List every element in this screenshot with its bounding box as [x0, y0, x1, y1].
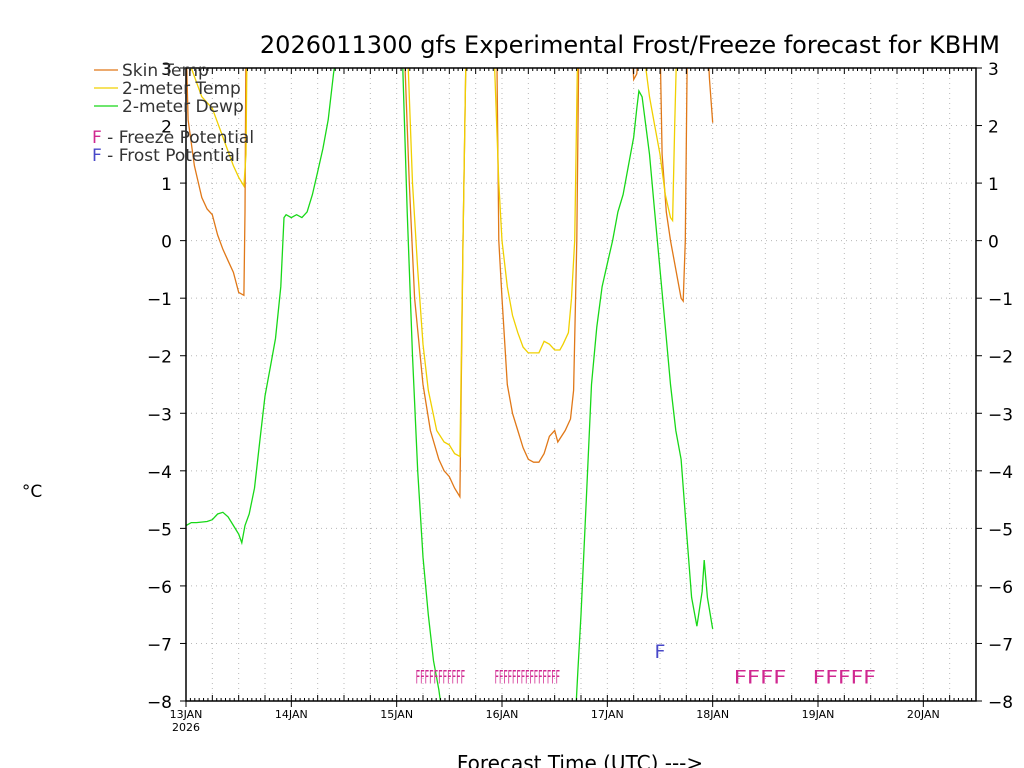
- x-axis-label: Forecast Time (UTC) --->: [457, 751, 703, 768]
- series-line-skin: [708, 68, 714, 123]
- x-tick-label: 20JAN: [907, 708, 940, 721]
- axes: 3 3 2 2 1 1 0 0 −1 −1 −2 −2 −3 −3 −4 −4 −5 −5 −6 −6 −7 −7 −8 −8…: [147, 60, 1013, 734]
- x-tick-label: 13JAN: [170, 708, 203, 721]
- series-line-skin: [496, 68, 580, 463]
- series-line-t2m: [190, 68, 248, 189]
- y-tick-label-right: −4: [988, 463, 1013, 483]
- y-tick-label-right: −2: [988, 348, 1013, 368]
- x-tick-label: 15JAN: [380, 708, 413, 721]
- y-tick-label-left: −5: [147, 520, 172, 540]
- y-tick-label-right: −1: [988, 290, 1013, 310]
- series-line-dewp: [186, 68, 336, 546]
- y-tick-label-left: −2: [147, 348, 172, 368]
- series-line-t2m: [493, 68, 579, 354]
- series-line-skin: [186, 68, 247, 297]
- legend-label-t2m: 2-meter Temp: [122, 79, 241, 99]
- freeze-potential-marker: FFFFFFFFFFFFFFF: [495, 667, 560, 689]
- y-tick-label-right: −3: [988, 405, 1013, 425]
- y-tick-label-left: 2: [161, 118, 172, 138]
- y-tick-label-left: −4: [147, 463, 172, 483]
- y-tick-label-right: −5: [988, 520, 1013, 540]
- y-tick-label-left: −6: [147, 578, 172, 598]
- series-line-t2m: [645, 68, 677, 223]
- legend-freeze-potential: F - Freeze Potential: [92, 128, 254, 148]
- y-tick-label-right: 2: [988, 118, 999, 138]
- x-tick-label: 14JAN: [275, 708, 308, 721]
- series-line-skin: [404, 68, 467, 499]
- y-tick-label-left: 3: [161, 60, 172, 80]
- x-tick-label: 19JAN: [802, 708, 835, 721]
- y-tick-label-left: −1: [147, 290, 172, 310]
- series-line-skin: [632, 68, 638, 82]
- y-tick-label-left: 0: [161, 233, 172, 253]
- series-line-skin: [659, 68, 688, 304]
- x-tick-label: 18JAN: [696, 708, 729, 721]
- y-tick-label-right: 3: [988, 60, 999, 80]
- y-tick-label-left: −8: [147, 693, 172, 713]
- grid: [186, 68, 976, 701]
- x-tick-sublabel: 2026: [172, 721, 200, 734]
- y-tick-label-left: −3: [147, 405, 172, 425]
- y-tick-label-left: −7: [147, 635, 172, 655]
- y-tick-label-right: −7: [988, 635, 1013, 655]
- y-tick-label-right: 0: [988, 233, 999, 253]
- y-tick-label-right: −6: [988, 578, 1013, 598]
- x-tick-label: 17JAN: [591, 708, 624, 721]
- legend-label-skin: Skin Temp: [122, 61, 209, 81]
- y-tick-label-right: 1: [988, 175, 999, 195]
- legend-frost-mark: F: [92, 146, 102, 166]
- legend-freeze-mark: F: [92, 128, 102, 148]
- legend-freeze-label: - Freeze Potential: [102, 128, 254, 148]
- chart-title: 2026011300 gfs Experimental Frost/Freeze…: [260, 31, 1000, 59]
- y-tick-label-right: −8: [988, 693, 1013, 713]
- freeze-potential-marker: FFFF: [734, 667, 787, 689]
- series-line-t2m: [407, 68, 467, 458]
- legend-frost-label: - Frost Potential: [102, 146, 240, 166]
- x-tick-label: 16JAN: [486, 708, 519, 721]
- series-layer: [186, 68, 714, 701]
- y-axis-label: °C: [22, 482, 42, 502]
- series-line-dewp: [575, 88, 714, 701]
- series-line-dewp: [402, 68, 442, 701]
- legend-label-dewp: 2-meter Dewp: [122, 97, 244, 117]
- freeze-potential-marker: FFFFFFFFFFF: [416, 667, 466, 689]
- legend-frost-potential: F - Frost Potential: [92, 146, 240, 166]
- frost-potential-marker: F: [655, 641, 666, 663]
- freeze-potential-marker: FFFFF: [813, 667, 876, 689]
- y-tick-label-left: 1: [161, 175, 172, 195]
